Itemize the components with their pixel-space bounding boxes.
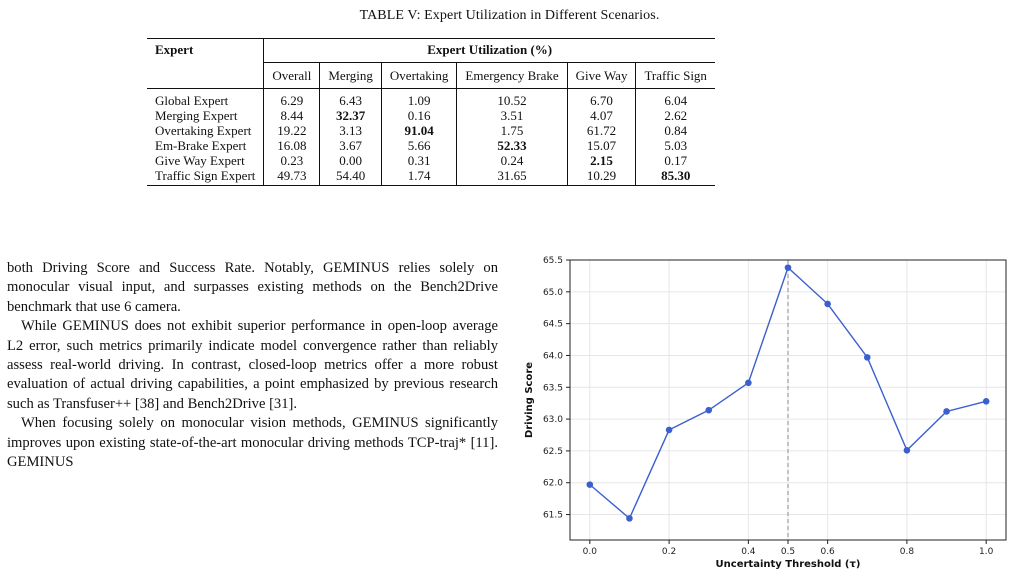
table-header-row: Expert Expert Utilization (%): [147, 38, 715, 63]
paragraph-1: both Driving Score and Success Rate. Not…: [7, 260, 498, 315]
column-header-overall: Overall: [263, 62, 321, 89]
value-cell: 6.70: [567, 88, 637, 108]
x-tick-label: 0.6: [820, 547, 835, 557]
value-cell: 6.43: [319, 88, 382, 108]
x-tick-label: 0.4: [741, 547, 756, 557]
table-row: Traffic Sign Expert 49.73 54.40 1.74 31.65 10…: [147, 168, 715, 186]
paragraph-2: While GEMINUS does not exhibit superior …: [7, 318, 498, 412]
value-cell: 49.73: [263, 168, 321, 186]
value-cell: 1.74: [381, 168, 458, 186]
expert-name-cell: Global Expert: [147, 88, 265, 108]
y-tick-label: 65.5: [543, 256, 563, 266]
paragraph-3: When focusing solely on monocular vision…: [7, 415, 498, 471]
data-point: [665, 426, 673, 434]
table-subheader-row: Overall Merging Overtaking Emergency Bra…: [147, 62, 715, 89]
table-caption: TABLE V: Expert Utilization in Different…: [359, 8, 660, 23]
column-header-emergency-brake: Emergency Brake: [456, 62, 568, 89]
value-cell: 5.03: [664, 138, 688, 153]
y-tick-label: 65.0: [543, 288, 563, 298]
value-cell: 85.30: [635, 168, 715, 186]
value-cell: 54.40: [319, 168, 382, 186]
value-cell: 0.84: [664, 123, 688, 138]
y-tick-label: 64.0: [543, 351, 563, 361]
value-cell: 3.13: [319, 123, 382, 138]
body-text: both Driving Score and Success Rate. Not…: [7, 259, 498, 472]
value-cell: 32.37: [319, 108, 382, 123]
expert-name-cell: Merging Expert: [147, 108, 265, 123]
y-tick-label: 61.5: [543, 511, 563, 521]
y-tick-label: 64.5: [543, 320, 563, 330]
value-cell: 0.23: [263, 153, 321, 168]
y-tick-label: 62.5: [543, 447, 563, 457]
value-cell: 2.62: [664, 108, 688, 123]
table-row: Overtaking Expert 19.22 3.13 91.04 1.75 61.72…: [147, 123, 715, 138]
value-cell: 10.52: [456, 88, 568, 108]
x-tick-label: 0.2: [662, 547, 676, 557]
x-tick-label: 0.8: [900, 547, 915, 557]
data-point: [784, 264, 792, 271]
data-point: [982, 397, 990, 405]
value-cell: 6.04: [635, 88, 715, 108]
table-row: Global Expert 6.29 6.43 1.09 10.52 6.70 6.04: [147, 88, 715, 108]
column-header-overtaking: Overtaking: [381, 62, 458, 89]
x-tick-label: 1.0: [979, 547, 994, 557]
value-cell: 16.08: [263, 138, 321, 153]
y-tick-label: 63.5: [543, 383, 563, 393]
expert-name-cell: Give Way Expert: [147, 153, 265, 168]
utilization-group-header: Expert Utilization (%): [263, 38, 715, 63]
value-cell: 1.75: [456, 123, 568, 138]
data-point: [705, 406, 713, 414]
value-cell: 52.33: [456, 138, 568, 153]
value-cell: 1.09: [381, 88, 458, 108]
value-cell: 3.51: [456, 108, 568, 123]
column-header-give-way: Give Way: [567, 62, 637, 89]
value-cell: 61.72: [567, 123, 637, 138]
data-point: [745, 379, 752, 387]
value-cell: 3.67: [319, 138, 382, 153]
value-cell: 0.00: [319, 153, 382, 168]
data-point: [863, 354, 871, 361]
column-header-traffic-sign: Traffic Sign: [635, 62, 715, 89]
expert-name-cell: Em-Brake Expert: [147, 138, 265, 153]
value-cell: 15.07: [567, 138, 637, 153]
expert-name-cell: Overtaking Expert: [147, 123, 265, 138]
value-cell: 0.16: [381, 108, 458, 123]
value-cell: 8.44: [263, 108, 321, 123]
expert-column-header: Expert: [147, 38, 265, 63]
expert-name-cell: Traffic Sign Expert: [147, 168, 265, 186]
x-tick-label: 0.5: [781, 547, 795, 557]
value-cell: 6.29: [263, 88, 321, 108]
column-header-merging: Merging: [319, 62, 382, 89]
value-cell: 2.15: [567, 153, 637, 168]
y-axis-label: Driving Score: [524, 362, 535, 438]
data-point: [943, 408, 950, 415]
value-cell: 0.31: [381, 153, 458, 168]
value-cell: 0.17: [664, 153, 688, 168]
value-cell: 19.22: [263, 123, 321, 138]
table-row: Em-Brake Expert 16.08 3.67 5.66 52.33 15.07 5.…: [147, 138, 715, 153]
y-tick-label: 62.0: [543, 479, 563, 489]
x-tick-label: 0.0: [583, 547, 598, 557]
value-cell: 4.07: [567, 108, 637, 123]
table-row: Merging Expert 8.44 32.37 0.16 3.51 4.07 2.62: [147, 108, 715, 123]
data-point: [903, 446, 911, 454]
data-point: [586, 481, 594, 488]
value-cell: 5.66: [381, 138, 458, 153]
table-row: Give Way Expert 0.23 0.00 0.31 0.24 2.15 0.17: [147, 153, 715, 168]
value-cell: 31.65: [456, 168, 568, 186]
driving-score-chart: 61.5 62.0 62.5 63.0 63.5 64.0 64.5 65.0 65.5 0.0 0…: [524, 256, 1007, 570]
x-axis-label: Uncertainty Threshold (τ): [716, 559, 861, 570]
expert-utilization-table: Expert Expert Utilization (%) Overall Me…: [147, 38, 715, 186]
value-cell: 0.24: [456, 153, 568, 168]
data-point: [824, 300, 831, 308]
data-point: [626, 515, 633, 522]
value-cell: 10.29: [567, 168, 637, 186]
value-cell: 91.04: [381, 123, 458, 138]
y-tick-label: 63.0: [543, 415, 563, 425]
